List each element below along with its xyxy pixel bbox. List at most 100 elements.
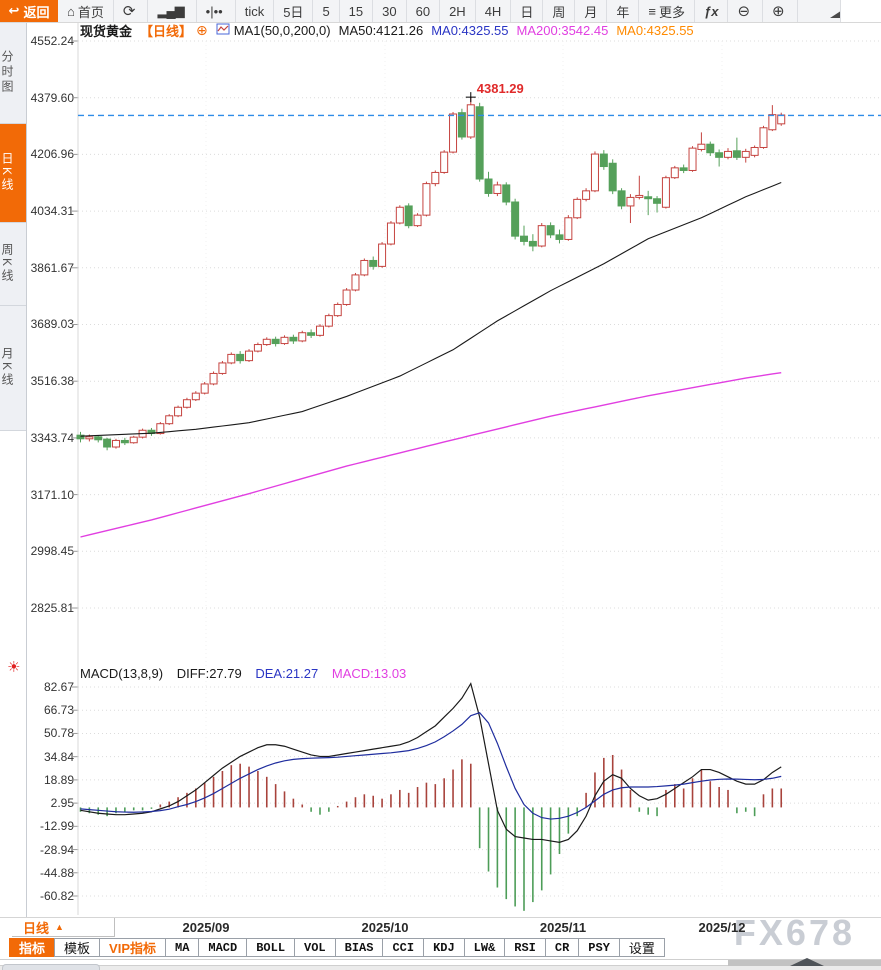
toolbar-button-more[interactable]: ≡ 更多 <box>639 0 695 22</box>
macd-axis-label: 82.67 <box>43 680 74 694</box>
chart-header: 现货黄金 【日线】 ⊕ MA1(50,0,200,0) MA50:4121.26… <box>80 22 702 39</box>
toolbar-button-refresh[interactable]: ⟳ <box>113 0 149 22</box>
toolbar-button-home[interactable]: ⌂ 首页 <box>58 0 114 22</box>
price-axis-label: 4552.24 <box>30 34 74 48</box>
toolbar-button-label: 5 <box>322 3 330 19</box>
date-label: 2025/11 <box>539 920 587 935</box>
ma50-line <box>80 182 782 437</box>
left-sidebar: 分时图日K线周K线月K线 <box>0 22 27 917</box>
toolbar-button-label: 更多 <box>658 4 685 20</box>
toolbar-button-zoom-out[interactable]: ⊖ <box>728 0 764 22</box>
horizontal-scrollbar[interactable] <box>0 958 881 967</box>
sidebar-item-3[interactable]: 周K线 <box>0 223 26 306</box>
footer-tab-RSI[interactable]: RSI <box>504 938 546 957</box>
sidebar-item-label: 月K线 <box>0 347 14 389</box>
footer-tab-PSY[interactable]: PSY <box>578 938 620 957</box>
toolbar-button-day[interactable]: 日 <box>511 0 544 22</box>
ma50-value: MA50:4121.26 <box>338 23 424 38</box>
footer-tab-CCI[interactable]: CCI <box>382 938 425 957</box>
add-to-watchlist-icon[interactable]: ⊕ <box>196 22 208 38</box>
toolbar-button-5d[interactable]: 5日 <box>274 0 314 22</box>
toolbar-button-4h[interactable]: 4H <box>475 0 512 22</box>
ma-settings-label: MA1(50,0,200,0) <box>233 23 331 38</box>
toolbar-button-label: 5日 <box>283 4 304 20</box>
watermark: FX678 <box>733 912 855 953</box>
volume-sliders-icon: •|•• <box>205 3 223 19</box>
price-axis-label: 3689.03 <box>30 317 74 332</box>
sidebar-item-label: 周K线 <box>0 243 14 285</box>
toolbar-button-volume[interactable]: •|•• <box>196 0 236 22</box>
toolbar-button-60min[interactable]: 60 <box>406 0 441 22</box>
ma-chart-icon[interactable] <box>216 23 230 38</box>
macd-axis-label: -60.82 <box>39 889 74 903</box>
macd-axis-label: -28.94 <box>39 842 74 857</box>
footer: FX678 日线 ▲ 2025/09 2025/10 2025/11 2025/12 … <box>0 912 881 970</box>
toolbar-button-fx[interactable]: ƒx <box>695 0 729 22</box>
back-button[interactable]: ↩ 返回 <box>0 0 58 22</box>
price-axis-label: 2998.45 <box>30 544 74 559</box>
macd-axis-label: -44.88 <box>39 865 74 880</box>
toolbar-button-5min[interactable]: 5 <box>313 0 340 22</box>
toolbar-button-15min[interactable]: 15 <box>339 0 374 22</box>
toolbar-button-30min[interactable]: 30 <box>373 0 407 22</box>
gridlines <box>72 22 881 915</box>
dea-value: DEA:21.27 <box>255 666 319 681</box>
toolbar-button-label: 30 <box>382 3 397 19</box>
price-axis-label: 3861.67 <box>30 260 74 275</box>
hidden-panel-stub[interactable] <box>2 964 100 970</box>
sidebar-item-2[interactable]: 日K线 <box>0 124 26 223</box>
toolbar-button-month[interactable]: 月 <box>575 0 608 22</box>
footer-tab-VOL[interactable]: VOL <box>294 938 336 957</box>
toolbar-button-tick[interactable]: tick <box>235 0 275 22</box>
bar-chart-icon: ▂▄▆ <box>157 3 184 18</box>
macd-axis-label: 66.73 <box>43 703 74 718</box>
toolbar-button-label: 月 <box>584 4 598 20</box>
toolbar-button-week[interactable]: 周 <box>543 0 576 22</box>
footer-tab-LW&[interactable]: LW& <box>463 938 506 957</box>
zoom-in-icon: ⊕ <box>772 3 785 20</box>
footer-tab-VIP指标[interactable]: VIP指标 <box>99 938 166 957</box>
period-selector-label: 日线 <box>23 920 50 936</box>
toolbar-buttons: ⌂ 首页 ⟳ ▂▄▆ •|•• tick 5日 5 15 30 60 2H 4H 日 周 月 年 ≡ 更多 ƒx ⊖ ⊕ <box>58 0 841 22</box>
toolbar-button-label: ƒx <box>704 3 719 19</box>
period-selector[interactable]: 日线 ▲ <box>12 918 115 937</box>
toolbar-button-label: 周 <box>552 4 566 20</box>
sidebar-item-label: 分时图 <box>0 50 14 95</box>
ma0-orange-value: MA0:4325.55 <box>616 23 694 38</box>
footer-tab-BOLL[interactable]: BOLL <box>246 938 296 957</box>
toolbar-button-year[interactable]: 年 <box>607 0 640 22</box>
footer-tab-BIAS[interactable]: BIAS <box>334 938 384 957</box>
indicator-settings-sun-icon[interactable]: ☀ <box>7 659 21 676</box>
bottom-strip <box>0 966 881 970</box>
top-toolbar: ↩ 返回 ⌂ 首页 ⟳ ▂▄▆ •|•• tick 5日 5 15 30 60 2H 4H 日 周 月 年 ≡ 更多… <box>0 0 881 23</box>
date-label: 2025/12 <box>698 920 746 935</box>
footer-tab-KDJ[interactable]: KDJ <box>423 938 465 957</box>
toolbar-button-chart-type[interactable]: ▂▄▆ <box>148 0 197 22</box>
ma200-line <box>80 371 782 538</box>
price-axis-label: 3516.38 <box>30 374 74 389</box>
toolbar-button-zoom-in[interactable]: ⊕ <box>763 0 798 22</box>
macd-axis-label: 34.84 <box>43 749 74 764</box>
footer-tab-CR[interactable]: CR <box>544 938 580 957</box>
price-axis-label: 4379.60 <box>30 90 74 105</box>
home-icon: ⌂ <box>67 3 75 19</box>
toolbar-button-2h[interactable]: 2H <box>440 0 476 22</box>
diff-value: DIFF:27.79 <box>176 666 242 681</box>
diff-line <box>80 682 782 843</box>
footer-tab-指标[interactable]: 指标 <box>9 938 56 957</box>
footer-tab-MACD[interactable]: MACD <box>198 938 248 957</box>
ma200-value: MA200:3542.45 <box>516 23 609 38</box>
sidebar-item-1[interactable]: 分时图 <box>0 22 26 124</box>
footer-tab-设置[interactable]: 设置 <box>618 938 665 957</box>
sidebar-item-4[interactable]: 月K线 <box>0 306 26 431</box>
ma0-blue-value: MA0:4325.55 <box>431 23 509 38</box>
peak-price-annotation: 4381.29 <box>476 81 524 97</box>
sidebar-item-label: 日K线 <box>0 152 14 194</box>
footer-tab-模板[interactable]: 模板 <box>54 938 101 957</box>
toolbar-button-draw[interactable] <box>797 0 841 22</box>
collapse-handle-icon[interactable] <box>790 958 824 966</box>
footer-tab-MA[interactable]: MA <box>165 938 200 957</box>
macd-axis-label: 18.89 <box>43 772 74 787</box>
